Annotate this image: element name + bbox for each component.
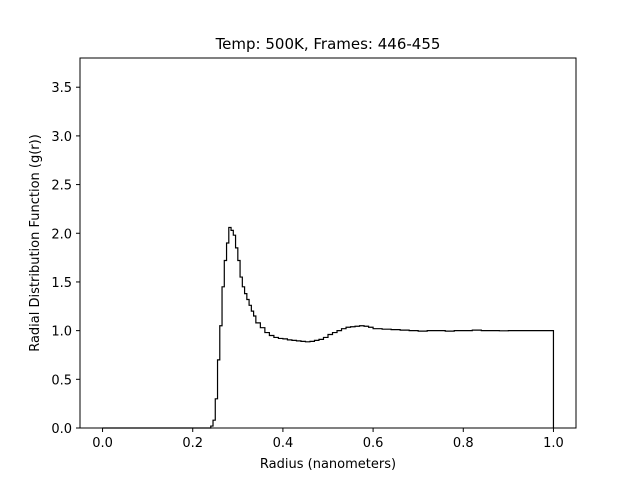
- y-tick-label: 0.0: [51, 422, 72, 437]
- chart-title: Temp: 500K, Frames: 446-455: [215, 35, 441, 53]
- rdf-series-line: [102, 226, 555, 429]
- plot-area: [102, 226, 555, 429]
- x-tick-label: 0.0: [92, 436, 113, 451]
- x-tick-label: 0.4: [273, 436, 294, 451]
- x-tick-label: 1.0: [543, 436, 564, 451]
- y-tick-label: 0.5: [51, 373, 72, 388]
- y-axis: 0.0 0.5 1.0 1.5 2.0 2.5 3.0 3.5: [51, 81, 80, 437]
- y-tick-label: 3.5: [51, 81, 72, 96]
- axes-frame: [79, 57, 577, 429]
- y-tick-label: 1.0: [51, 325, 72, 340]
- y-tick-label: 3.0: [51, 130, 72, 145]
- x-tick-label: 0.8: [453, 436, 474, 451]
- y-tick-label: 2.0: [51, 227, 72, 242]
- y-tick-label: 1.5: [51, 276, 72, 291]
- x-tick-label: 0.6: [363, 436, 384, 451]
- x-axis-label: Radius (nanometers): [260, 457, 396, 472]
- y-axis-label: Radial Distribution Function (g(r)): [28, 134, 43, 352]
- x-axis: 0.0 0.2 0.4 0.6 0.8 1.0: [92, 428, 564, 451]
- y-tick-label: 2.5: [51, 179, 72, 194]
- x-tick-label: 0.2: [182, 436, 203, 451]
